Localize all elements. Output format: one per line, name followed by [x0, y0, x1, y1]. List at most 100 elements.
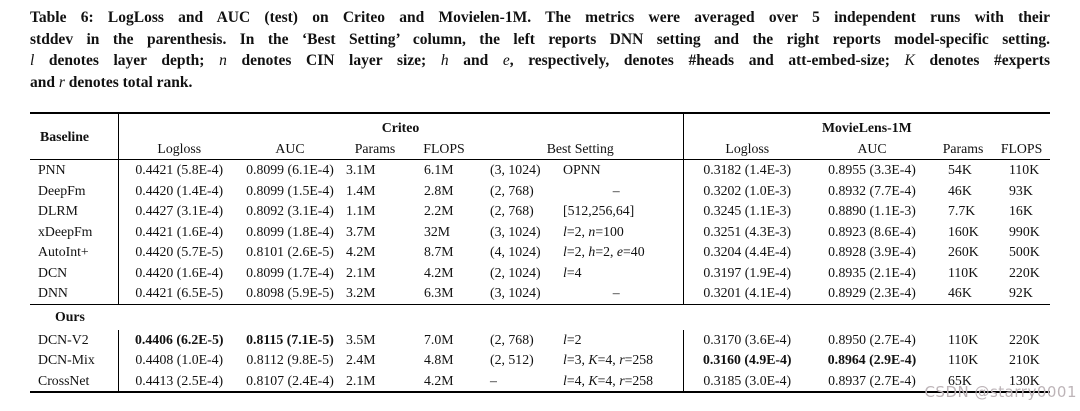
header-baseline: Baseline — [30, 113, 119, 160]
cell-c_logloss: 0.4413 (2.5E-4) — [135, 372, 224, 388]
cell-c_auc: 0.8099 (6.1E-4) — [246, 162, 334, 178]
cell-c_flops: 4.8M — [424, 352, 454, 368]
cell-c_flops: 4.2M — [424, 264, 454, 280]
cell-ml_auc: 0.8928 (3.9E-4) — [828, 244, 916, 260]
cell-c_flops: 4.2M — [424, 372, 454, 388]
cell-c_params: 2.1M — [346, 372, 376, 388]
cell-ml_auc: 0.8890 (1.1E-3) — [828, 203, 916, 219]
cell-c_params: 3.7M — [346, 223, 376, 239]
cell-set_dnn: (3, 1024) — [490, 223, 541, 239]
cell-c_logloss: 0.4420 (1.4E-4) — [135, 182, 224, 198]
cell-ml_params: 46K — [948, 285, 972, 301]
cell-name: AutoInt+ — [30, 242, 119, 263]
cell-set_dnn: (2, 768) — [490, 331, 534, 347]
table-row: DCN 0.4420 (1.6E-4) 0.8099 (1.7E-4) 2.1M 4.2… — [30, 262, 1050, 283]
cell-c_flops: 2.2M — [424, 203, 454, 219]
caption-line: stddev in the parenthesis. In the ‘Best … — [30, 29, 1050, 51]
cell-name: DLRM — [30, 201, 119, 222]
caption-text: denotes total rank. — [64, 73, 193, 91]
cell-c_auc: 0.8098 (5.9E-5) — [246, 285, 334, 301]
cell-c_flops: 6.1M — [424, 162, 454, 178]
cell-set_model: l=2, n=100 — [550, 221, 684, 242]
cell-ml_flops: 500K — [1009, 244, 1040, 260]
cell-c_params: 2.1M — [346, 264, 376, 280]
cell-ml_params: 260K — [948, 244, 979, 260]
cell-ml_flops: 93K — [1009, 182, 1033, 198]
cell-c_logloss: 0.4421 (6.5E-5) — [135, 285, 224, 301]
cell-c_logloss: 0.4408 (1.0E-4) — [135, 352, 224, 368]
watermark: CSDN @starry0001 — [924, 383, 1077, 401]
caption-text: stddev in the parenthesis. In the ‘Best … — [30, 30, 1050, 48]
cell-c_logloss: 0.4406 (6.2E-5) — [134, 331, 224, 347]
header-group-row: Baseline Criteo MovieLens-1M — [30, 113, 1050, 160]
cell-set_dnn: (2, 512) — [490, 352, 534, 368]
caption-variable: r — [58, 73, 65, 91]
cell-set_dnn: (2, 768) — [490, 182, 534, 198]
cell-set_model: OPNN — [550, 159, 684, 181]
table-row: DNN 0.4421 (6.5E-5) 0.8098 (5.9E-5) 3.2M 6.3… — [30, 283, 1050, 304]
cell-name: DNN — [30, 283, 119, 304]
table-row: DCN-V2 0.4406 (6.2E-5) 0.8115 (7.1E-5) 3.5M… — [30, 329, 1050, 350]
cell-set_model: l=2 — [550, 329, 684, 350]
table-row: AutoInt+ 0.4420 (5.7E-5) 0.8101 (2.6E-5) 4.… — [30, 242, 1050, 263]
cell-c_params: 3.2M — [346, 285, 376, 301]
cell-ml_auc: 0.8932 (7.7E-4) — [828, 182, 916, 198]
cell-ml_flops: 110K — [1009, 162, 1040, 178]
caption-line: l denotes layer depth; n denotes CIN lay… — [30, 50, 1050, 72]
cell-ml_logloss: 0.3202 (1.0E-3) — [703, 182, 792, 198]
cell-c_params: 3.5M — [346, 331, 376, 347]
caption-variable: e — [502, 52, 510, 69]
cell-name: DeepFm — [30, 180, 119, 201]
caption-line: Table 6: LogLoss and AUC (test) on Crite… — [30, 7, 1050, 29]
cell-set_dnn: – — [490, 372, 497, 388]
cell-c_auc: 0.8099 (1.5E-4) — [246, 182, 334, 198]
cell-ml_flops: 220K — [1009, 264, 1040, 280]
results-table: Baseline Criteo MovieLens-1M Logloss AUC… — [30, 112, 1051, 393]
cell-set_dnn: (4, 1024) — [490, 244, 541, 260]
cell-name: xDeepFm — [30, 221, 119, 242]
cell-c_params: 1.1M — [346, 203, 376, 219]
table-body: PNN 0.4421 (5.8E-4) 0.8099 (6.1E-4) 3.1M 6.1… — [30, 159, 1051, 392]
header-sub-row: Logloss AUC Params FLOPS Best Setting Lo… — [30, 138, 1051, 160]
cell-ml_logloss: 0.3201 (4.1E-4) — [703, 285, 792, 301]
cell-name: DCN-V2 — [30, 329, 119, 350]
cell-ml_params: 160K — [948, 223, 979, 239]
table-row: xDeepFm 0.4421 (1.6E-4) 0.8099 (1.8E-4) 3.7… — [30, 221, 1050, 242]
cell-ml_logloss: 0.3197 (1.9E-4) — [703, 264, 792, 280]
caption-variable: h — [440, 52, 449, 69]
cell-name: DCN — [30, 262, 119, 283]
cell-c_params: 1.4M — [346, 182, 376, 198]
caption-variable: l — [30, 52, 35, 69]
cell-c_logloss: 0.4421 (1.6E-4) — [135, 223, 224, 239]
cell-c_logloss: 0.4427 (3.1E-4) — [135, 203, 224, 219]
cell-name: PNN — [30, 159, 119, 181]
cell-set_dnn: (3, 1024) — [490, 162, 541, 178]
cell-ml_logloss: 0.3160 (4.9E-4) — [703, 352, 792, 368]
cell-set_model: l=4 — [550, 262, 684, 283]
cell-ml_flops: 210K — [1009, 352, 1040, 368]
caption-text: denotes layer depth; — [34, 52, 220, 69]
section-row: Ours — [30, 303, 1051, 330]
table-row: DLRM 0.4427 (3.1E-4) 0.8092 (3.1E-4) 1.1M 2.… — [30, 201, 1050, 222]
cell-set_dnn: (3, 1024) — [490, 285, 541, 301]
cell-set_model: l=2, h=2, e=40 — [550, 242, 684, 263]
header-criteo-flops: FLOPS — [410, 138, 478, 160]
caption-text: and — [448, 52, 503, 69]
cell-ml_auc: 0.8937 (2.7E-4) — [828, 372, 916, 388]
header-ml-params: Params — [933, 138, 994, 160]
cell-c_auc: 0.8101 (2.6E-5) — [246, 244, 334, 260]
cell-c_flops: 8.7M — [424, 244, 454, 260]
cell-ml_auc: 0.8929 (2.3E-4) — [828, 285, 916, 301]
cell-c_auc: 0.8107 (2.4E-4) — [246, 372, 334, 388]
cell-ml_auc: 0.8964 (2.9E-4) — [827, 352, 917, 368]
cell-c_logloss: 0.4421 (5.8E-4) — [135, 162, 224, 178]
cell-ml_params: 65K — [948, 372, 972, 388]
cell-ml_params: 110K — [948, 264, 979, 280]
table-header: Baseline Criteo MovieLens-1M Logloss AUC… — [30, 113, 1051, 160]
caption-text: and — [30, 73, 59, 91]
caption-line: and r denotes total rank. — [30, 72, 1050, 94]
section-label: Ours — [30, 303, 1051, 330]
header-criteo-auc: AUC — [240, 138, 340, 160]
cell-ml_flops: 16K — [1009, 203, 1033, 219]
